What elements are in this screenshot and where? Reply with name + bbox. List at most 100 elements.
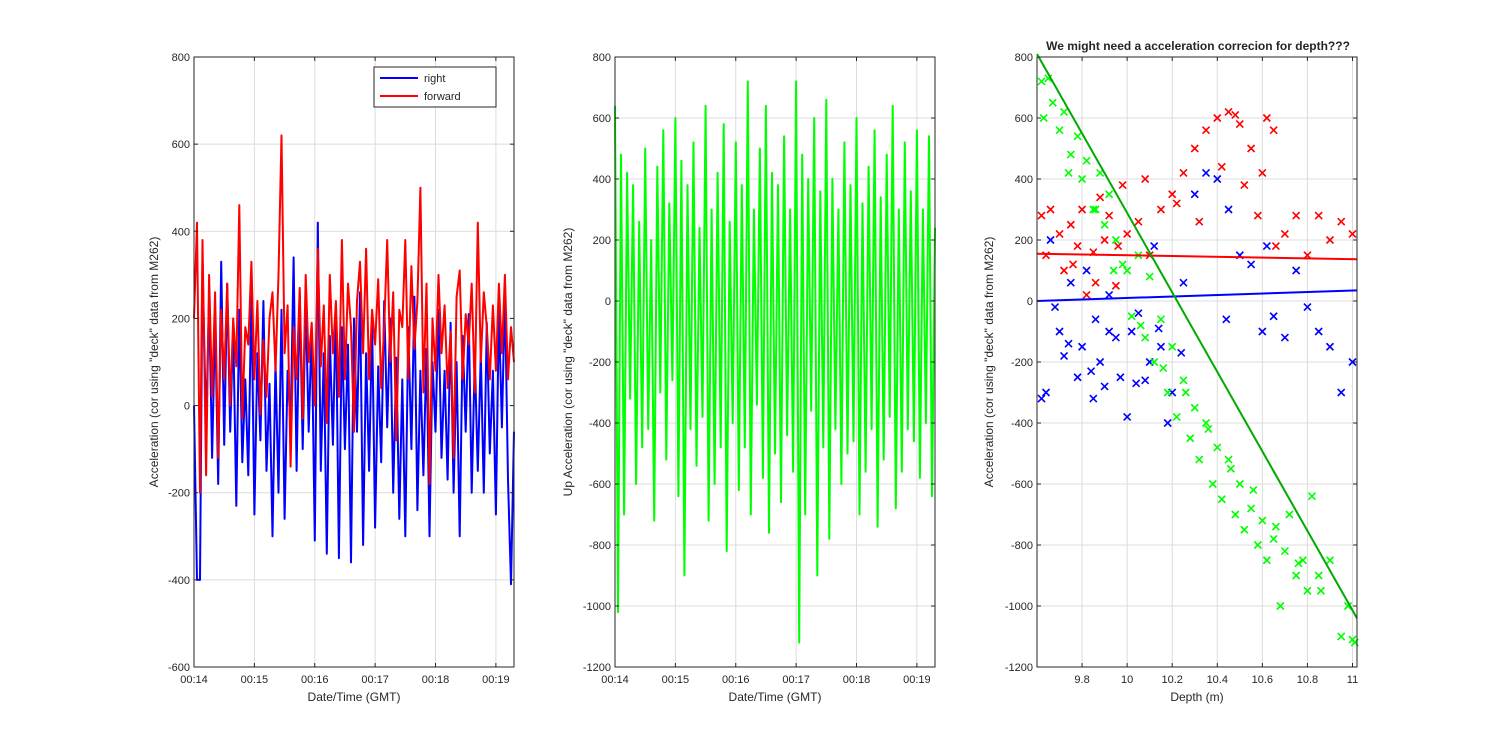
y-tick-label: 600 [1015,113,1033,125]
point-right [1041,388,1051,397]
y-tick-label: 0 [184,401,190,413]
point-up [1089,205,1098,214]
point-forward [1114,242,1123,251]
point-up [1064,168,1073,177]
y-tick-label: -400 [589,418,611,430]
point-forward [1134,217,1143,226]
point-up [1136,321,1145,330]
point-up [1179,376,1188,385]
x-axis-label: Date/Time (GMT) [729,690,822,704]
y-tick-label: -200 [168,488,190,500]
point-right [1348,357,1357,367]
x-tick-label: 00:16 [301,674,329,686]
y-tick-label: -1000 [583,601,611,613]
point-up [1163,388,1172,397]
x-tick-label: 00:17 [782,674,810,686]
point-up [1141,333,1150,342]
point-up [1159,364,1168,373]
point-up [1231,510,1240,519]
point-right [1154,324,1163,333]
point-forward [1269,126,1278,135]
y-tick-label: -800 [589,540,611,552]
point-forward [1066,220,1075,229]
point-forward [1123,229,1132,238]
y-tick-label: 400 [1015,174,1033,186]
point-up [1100,220,1109,229]
point-up [1066,150,1075,159]
point-up [1235,479,1244,489]
point-right [1262,242,1271,251]
point-right [1314,327,1323,336]
point-right [1224,205,1233,214]
x-tick-label: 10.4 [1207,674,1228,686]
series-line-up [614,80,936,644]
point-up [1145,272,1154,281]
point-up [1337,632,1346,641]
scatter-points [1037,74,1359,647]
point-forward [1258,168,1267,177]
x-tick-label: 00:17 [361,674,389,686]
point-up [1073,132,1082,141]
point-up [1307,492,1316,501]
point-up [1039,113,1048,123]
point-forward [1156,205,1166,214]
y-tick-label: -800 [1011,540,1033,552]
y-tick-label: 400 [593,174,611,186]
point-forward [1271,242,1280,251]
x-tick-label: 00:16 [722,674,750,686]
point-right [1123,412,1132,421]
y-tick-label: 200 [1015,235,1033,247]
point-up [1240,525,1249,534]
point-right [1078,342,1087,351]
point-forward [1096,193,1105,202]
point-up [1224,455,1233,464]
x-tick-label: 10 [1121,674,1133,686]
point-forward [1118,181,1127,190]
chart-title: We might need a acceleration correcion f… [1046,39,1350,53]
point-forward [1314,211,1323,220]
point-up [1217,495,1226,504]
point-right [1141,376,1150,385]
panel-1: -600 -400 -200 0 200 400 600 800 00:14 00:15 00:16… [147,52,515,704]
point-forward [1068,260,1078,269]
y-tick-label: -600 [168,662,190,674]
y-axis-label: Acceleration (cor using "deck" data from… [147,237,161,488]
panel-3: -1200 -1000 -800 -600 -400 -200 0 200 400 600 800 9… [982,39,1359,704]
point-right [1150,242,1159,251]
x-tick-label: 11 [1347,674,1358,686]
point-up [1292,571,1301,580]
ticks: -600 -400 -200 0 200 400 600 800 00:14 00:15 00:16… [168,52,514,686]
y-tick-label: -1000 [1005,601,1033,613]
y-tick-label: -1200 [583,662,611,674]
point-up [1048,98,1057,107]
axes-box [193,56,515,668]
y-tick-label: 600 [593,113,611,125]
point-up [1213,443,1222,452]
point-forward [1292,211,1301,220]
x-tick-label: 00:15 [662,674,690,686]
x-tick-label: 00:19 [482,674,510,686]
point-up [1059,107,1069,116]
fit-line-forward-fit [1036,252,1358,261]
point-forward [1325,235,1335,245]
point-up [1298,556,1307,565]
x-tick-label: 00:19 [903,674,931,686]
point-forward [1247,144,1256,153]
y-tick-label: 200 [172,313,190,325]
point-forward [1111,281,1120,290]
point-right [1073,373,1082,382]
y-tick-label: -200 [1011,357,1033,369]
y-tick-label: -600 [589,479,611,491]
series-forward [1037,107,1357,299]
point-forward [1100,235,1109,245]
point-right [1325,342,1335,351]
point-up [1269,534,1278,543]
point-up [1181,388,1190,397]
point-forward [1348,229,1357,238]
point-right [1050,303,1060,312]
point-right [1132,379,1141,388]
point-right [1179,278,1188,287]
y-axis-label: Up Acceleration (cor using "deck" data f… [561,228,575,497]
point-up [1037,77,1046,86]
